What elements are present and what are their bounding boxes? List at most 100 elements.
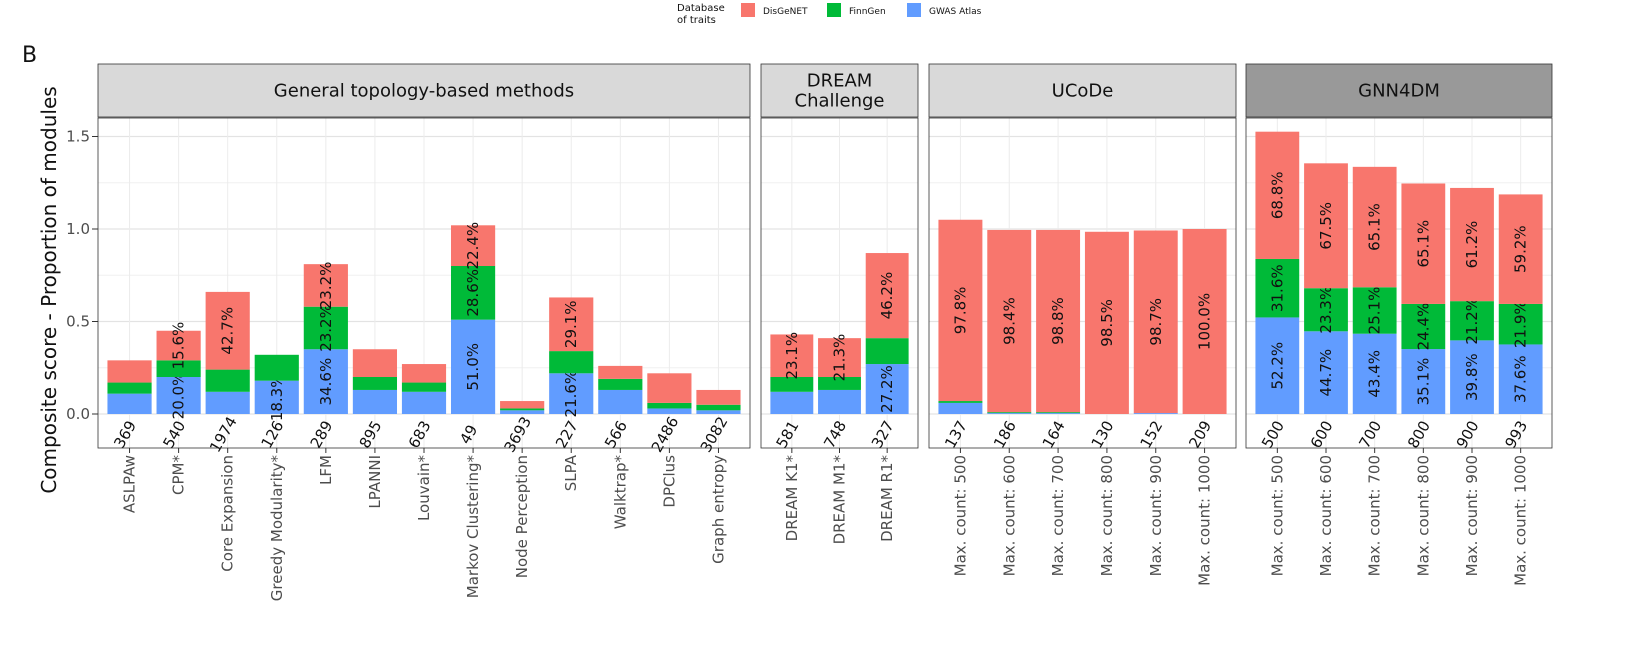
bar-segment-finngen bbox=[1401, 303, 1446, 350]
bar-segment-disgenet bbox=[1133, 230, 1178, 414]
bar-segment-disgenet bbox=[647, 373, 692, 403]
bar-segment-disgenet bbox=[865, 253, 909, 339]
bar-segment-finngen bbox=[938, 401, 983, 403]
bar-segment-finngen bbox=[865, 338, 909, 365]
segment-percent-label: 15.6% bbox=[170, 322, 188, 370]
bar-segment-finngen bbox=[401, 382, 447, 392]
bar-segment-disgenet bbox=[938, 219, 983, 402]
category-label: Max. count: 500 bbox=[951, 455, 969, 576]
segment-percent-label: 23.3% bbox=[1317, 286, 1335, 334]
segment-percent-label: 97.8% bbox=[951, 287, 969, 335]
category-label: DREAM M1* bbox=[831, 455, 849, 545]
legend-swatch-gwas-atlas bbox=[907, 3, 921, 17]
bar-segment-finngen bbox=[549, 351, 594, 374]
segment-percent-label: 29.1% bbox=[562, 300, 580, 348]
legend-title-line2: of traits bbox=[677, 15, 716, 26]
category-label: Max. count: 800 bbox=[1414, 455, 1432, 576]
bar-segment-disgenet bbox=[303, 264, 348, 307]
segment-percent-label: 31.6% bbox=[1268, 264, 1286, 312]
bar-segment-finngen bbox=[1304, 288, 1348, 332]
segment-percent-label: 52.2% bbox=[1268, 342, 1286, 390]
facet-strip bbox=[928, 63, 1237, 118]
bar-segment-gwas-atlas bbox=[1401, 349, 1446, 414]
segment-percent-label: 21.6% bbox=[562, 370, 580, 418]
segment-percent-label: 24.4% bbox=[1414, 303, 1432, 351]
category-label: Max. count: 600 bbox=[1317, 455, 1335, 576]
category-label: Max. count: 1000 bbox=[1512, 455, 1530, 586]
category-label: Node Perception bbox=[513, 455, 531, 578]
facet-title: Challenge bbox=[795, 91, 885, 112]
facet-strip bbox=[760, 63, 919, 118]
segment-percent-label: 37.6% bbox=[1512, 355, 1530, 403]
bar-segment-finngen bbox=[254, 354, 299, 381]
bar-segment-disgenet bbox=[107, 360, 152, 383]
category-label: Greedy Modularity* bbox=[268, 455, 286, 602]
segment-percent-label: 98.8% bbox=[1049, 297, 1067, 345]
bar-segment-disgenet bbox=[770, 334, 814, 377]
category-label: Graph entropy bbox=[709, 455, 727, 564]
category-label: DREAM K1* bbox=[783, 455, 801, 542]
segment-percent-label: 44.7% bbox=[1317, 349, 1335, 397]
bar-segment-gwas-atlas bbox=[1255, 317, 1300, 414]
category-label: SLPA bbox=[562, 454, 580, 491]
segment-percent-label: 20.0% bbox=[170, 372, 188, 420]
segment-percent-label: 22.4% bbox=[464, 222, 482, 270]
y-tick-label: 0.5 bbox=[66, 313, 90, 331]
bar-segment-gwas-atlas bbox=[450, 319, 496, 414]
bar-segment-disgenet bbox=[1450, 187, 1494, 302]
legend-title-line1: Database bbox=[677, 3, 725, 14]
facet-title: GNN4DM bbox=[1358, 81, 1440, 102]
facet-panel: General topology-based methods369ASLPAw2… bbox=[97, 63, 751, 602]
bar-segment-disgenet bbox=[987, 229, 1032, 413]
panel-border bbox=[760, 117, 919, 449]
category-label: DPClus bbox=[660, 455, 678, 508]
bar-segment-finngen bbox=[818, 377, 861, 390]
category-label: LPANNI bbox=[366, 455, 384, 509]
bar-segment-finngen bbox=[1498, 303, 1543, 345]
segment-percent-label: 43.4% bbox=[1366, 350, 1384, 398]
category-label: Max. count: 700 bbox=[1049, 455, 1067, 576]
bar-segment-disgenet bbox=[1084, 231, 1129, 414]
bar-segment-disgenet bbox=[1036, 229, 1081, 413]
y-axis-ticks: 0.0 0.5 1.0 1.5 bbox=[66, 128, 98, 423]
bar-segment-finngen bbox=[1255, 258, 1300, 318]
bar-segment-gwas-atlas bbox=[401, 391, 447, 414]
bar-segment-gwas-atlas bbox=[107, 393, 152, 414]
segment-percent-label: 65.1% bbox=[1414, 220, 1432, 268]
segment-percent-label: 18.3% bbox=[268, 374, 286, 422]
panel-letter: B bbox=[22, 43, 37, 68]
bar-segment-gwas-atlas bbox=[818, 389, 861, 414]
bar-segment-disgenet bbox=[401, 364, 447, 383]
segment-percent-label: 98.5% bbox=[1098, 299, 1116, 347]
y-tick-label: 1.5 bbox=[66, 128, 90, 146]
bar-segment-gwas-atlas bbox=[938, 402, 983, 414]
bar-segment-disgenet bbox=[156, 330, 201, 361]
bar-segment-finngen bbox=[500, 408, 545, 411]
segment-percent-label: 68.8% bbox=[1268, 172, 1286, 220]
facet-title: DREAM bbox=[807, 71, 873, 92]
bar-segment-finngen bbox=[1450, 301, 1494, 341]
bar-segment-gwas-atlas bbox=[598, 389, 643, 414]
category-label: Max. count: 500 bbox=[1268, 455, 1286, 576]
category-label: Max. count: 700 bbox=[1366, 455, 1384, 576]
segment-percent-label: 23.2% bbox=[317, 262, 335, 310]
segment-percent-label: 23.1% bbox=[783, 332, 801, 380]
bar-segment-disgenet bbox=[598, 365, 643, 379]
segment-percent-label: 25.1% bbox=[1366, 287, 1384, 335]
segment-percent-label: 21.9% bbox=[1512, 300, 1530, 348]
category-label: ASLPAw bbox=[121, 455, 139, 513]
category-label: CPM* bbox=[170, 455, 188, 495]
bar-segment-finngen bbox=[987, 412, 1032, 414]
bar-segment-gwas-atlas bbox=[254, 380, 299, 414]
category-label: Max. count: 1000 bbox=[1196, 455, 1214, 586]
facet-panels: General topology-based methods369ASLPAw2… bbox=[97, 63, 1553, 602]
segment-percent-label: 27.2% bbox=[878, 365, 896, 413]
bar-segment-finngen bbox=[156, 360, 201, 377]
y-tick-label: 0.0 bbox=[66, 405, 90, 423]
legend-swatch-finngen bbox=[827, 3, 841, 17]
bar-segment-finngen bbox=[647, 402, 692, 409]
segment-percent-label: 67.5% bbox=[1317, 202, 1335, 250]
category-label: Louvain* bbox=[415, 455, 433, 522]
